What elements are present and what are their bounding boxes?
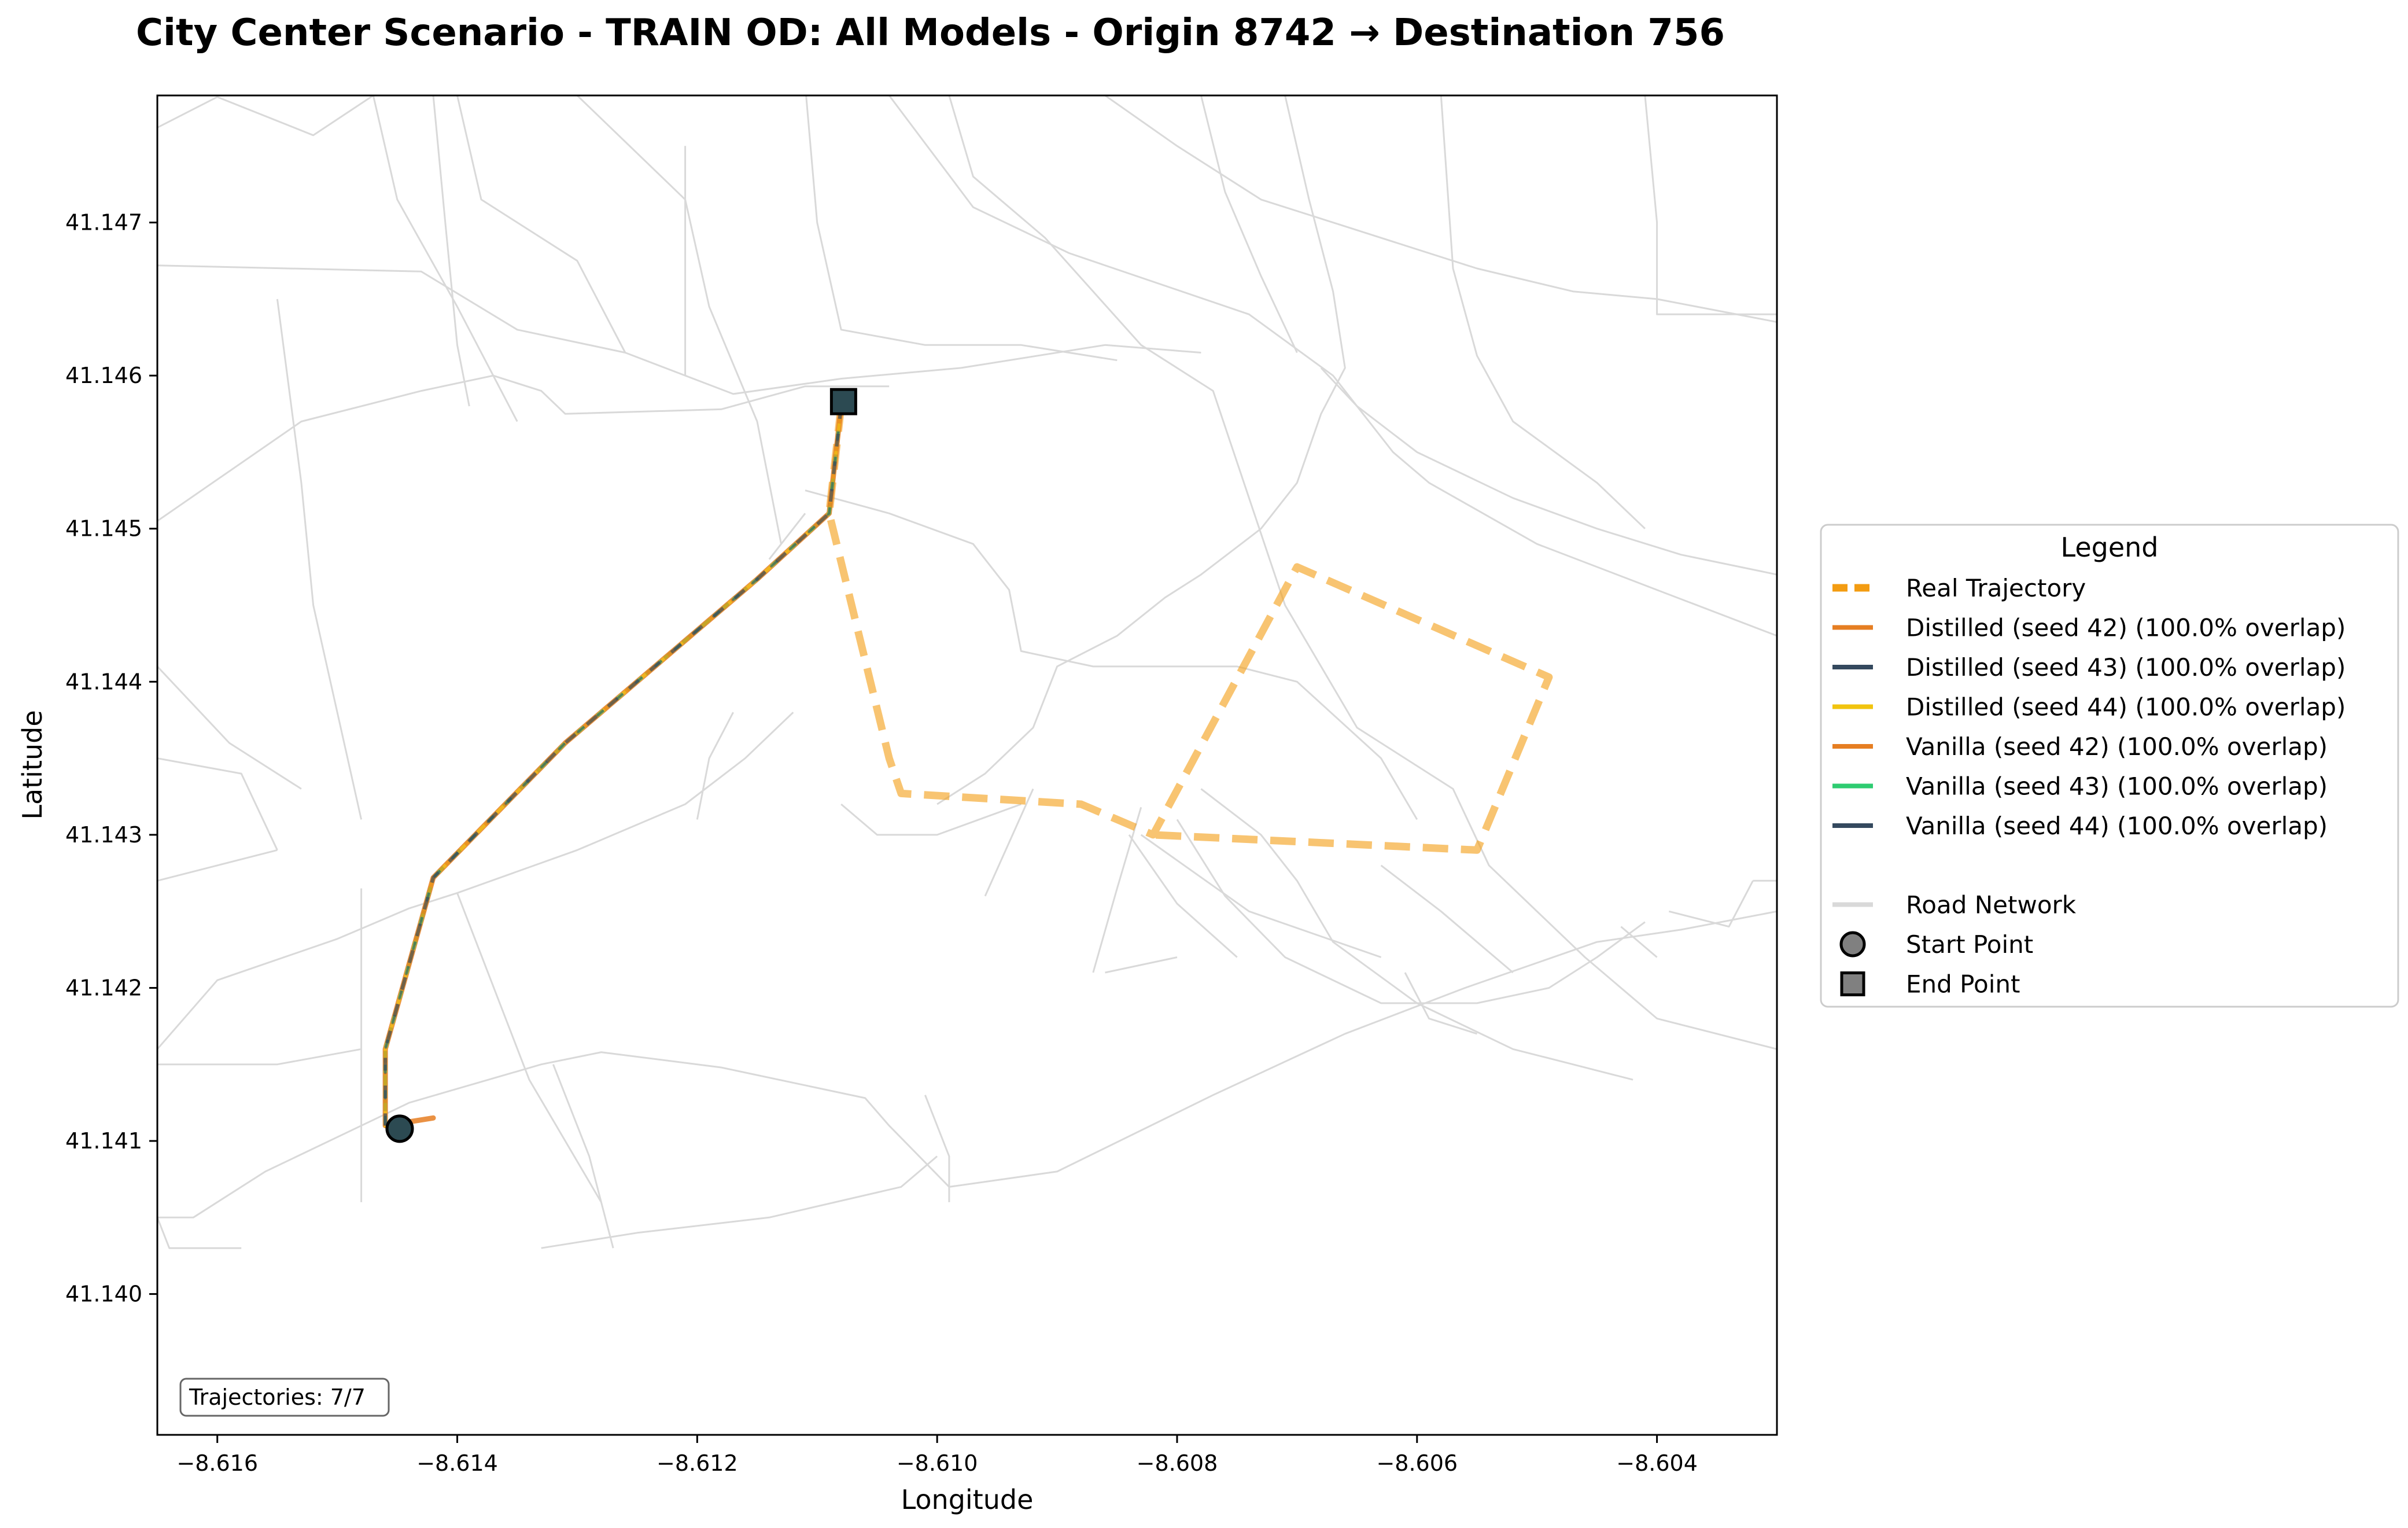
start-point-marker (385, 1114, 414, 1143)
road-segment (1176, 819, 1646, 1004)
legend-label-distilled-seed-42: Distilled (seed 42) (100.0% overlap) (1906, 614, 2346, 642)
series-line-distilled-seed-44 (383, 404, 843, 1128)
road-segment (805, 95, 1118, 362)
legend-label-real-trajectory: Real Trajectory (1906, 574, 2086, 602)
info-box: Trajectories: 7/7 (179, 1378, 390, 1417)
y-tick-label: 41.140 (65, 1282, 142, 1307)
legend: Legend Real Trajectory Distilled (seed 42… (1820, 524, 2399, 1008)
road-segment (456, 892, 602, 1203)
legend-frame (1820, 524, 2399, 1008)
legend-label-vanilla-seed-44: Vanilla (seed 44) (100.0% overlap) (1906, 812, 2328, 840)
series-line-distilled-seed-43 (383, 406, 843, 1126)
road-segment (157, 264, 1201, 395)
x-tick-label: −8.612 (657, 1450, 738, 1476)
y-axis-ticks: 41.140 41.141 41.142 41.143 41.144 41.145 41.1… (65, 210, 157, 1307)
plot-frame (156, 94, 1778, 1436)
road-segment (541, 1155, 938, 1249)
road-segment (936, 95, 1346, 805)
road-segment (1200, 95, 1298, 354)
trajectories (382, 403, 1553, 1129)
road-segment (157, 910, 1777, 1218)
legend-label-start-point: Start Point (1906, 930, 2033, 959)
road-segment (576, 95, 782, 544)
road-segment (924, 1095, 950, 1202)
legend-items: Real Trajectory Distilled (seed 42) (100.… (1832, 574, 2346, 999)
road-network (157, 95, 1777, 1249)
road-segment (696, 712, 734, 820)
y-tick-label: 41.147 (65, 210, 142, 235)
road-segment (157, 712, 794, 1050)
road-segment (984, 788, 1034, 897)
road-segment (456, 95, 626, 354)
road-segment (157, 374, 890, 522)
y-tick-label: 41.142 (65, 975, 142, 1000)
legend-label-vanilla-seed-42: Vanilla (seed 42) (100.0% overlap) (1906, 732, 2328, 761)
series-line-vanilla-seed-43 (383, 406, 843, 1126)
series-line-vanilla-seed-44 (383, 406, 843, 1126)
road-segment (157, 95, 374, 137)
road-segment (768, 513, 806, 560)
road-segment (1644, 95, 1777, 315)
road-segment (948, 95, 1777, 1050)
y-tick-label: 41.143 (65, 822, 142, 848)
legend-title: Legend (2061, 532, 2159, 563)
road-segment (157, 1217, 242, 1249)
road-segment (840, 803, 1022, 836)
y-tick-label: 41.146 (65, 363, 142, 388)
chart-title: City Center Scenario - TRAIN OD: All Mod… (136, 12, 1725, 54)
x-tick-label: −8.614 (416, 1450, 498, 1476)
x-tick-label: −8.616 (176, 1450, 258, 1476)
series-line-distilled-seed-42 (382, 403, 844, 1129)
road-segment (372, 95, 518, 422)
road-segment (1620, 926, 1658, 958)
x-axis-ticks: −8.616 −8.614 −8.612 −8.610 −8.608 −8.606 −8.6… (176, 1435, 1698, 1476)
road-segment (157, 1048, 362, 1066)
road-segment (1440, 95, 1646, 529)
road-segment (276, 299, 363, 820)
road-segment (888, 95, 1777, 637)
legend-label-vanilla-seed-43: Vanilla (seed 43) (100.0% overlap) (1906, 772, 2328, 801)
series-overlay (384, 406, 843, 1126)
markers (385, 388, 857, 1143)
x-tick-label: −8.610 (897, 1450, 978, 1476)
end-point-marker (829, 388, 857, 415)
x-tick-label: −8.606 (1376, 1450, 1458, 1476)
info-box-frame (179, 1378, 390, 1417)
legend-swatch-start-point (1839, 931, 1866, 958)
info-box-text: Trajectories: 7/7 (189, 1385, 366, 1410)
legend-label-distilled-seed-44: Distilled (seed 44) (100.0% overlap) (1906, 693, 2346, 721)
road-segment (1404, 972, 1477, 1035)
road-segment (1128, 834, 1238, 958)
legend-swatch-end-point (1840, 971, 1865, 996)
legend-label-road-network: Road Network (1906, 891, 2077, 919)
y-tick-label: 41.144 (65, 669, 142, 694)
road-segment (1092, 807, 1142, 973)
road-segment (157, 849, 278, 882)
road-segment (1104, 95, 1777, 323)
road-segment (157, 757, 278, 850)
road-segment (1105, 956, 1178, 974)
legend-label-end-point: End Point (1906, 970, 2020, 999)
series-line-real-trajectory (825, 406, 1553, 854)
road-segment (1140, 834, 1382, 958)
road-segment (552, 1064, 614, 1249)
x-tick-label: −8.604 (1616, 1450, 1698, 1476)
x-axis-label: Longitude (901, 1484, 1034, 1515)
legend-label-distilled-seed-43: Distilled (seed 43) (100.0% overlap) (1906, 653, 2346, 682)
road-segment (805, 489, 1418, 820)
series-line-vanilla-seed-42 (383, 406, 843, 1126)
road-segment (1380, 864, 1514, 974)
y-tick-label: 41.145 (65, 516, 142, 542)
road-segment (1200, 788, 1633, 1081)
x-tick-label: −8.608 (1137, 1450, 1218, 1476)
y-axis-label: Latitude (17, 710, 48, 819)
road-segment (1668, 880, 1754, 928)
road-segment (432, 95, 470, 407)
road-segment (1320, 367, 1777, 576)
y-tick-label: 41.141 (65, 1128, 142, 1154)
road-segment (157, 665, 302, 790)
